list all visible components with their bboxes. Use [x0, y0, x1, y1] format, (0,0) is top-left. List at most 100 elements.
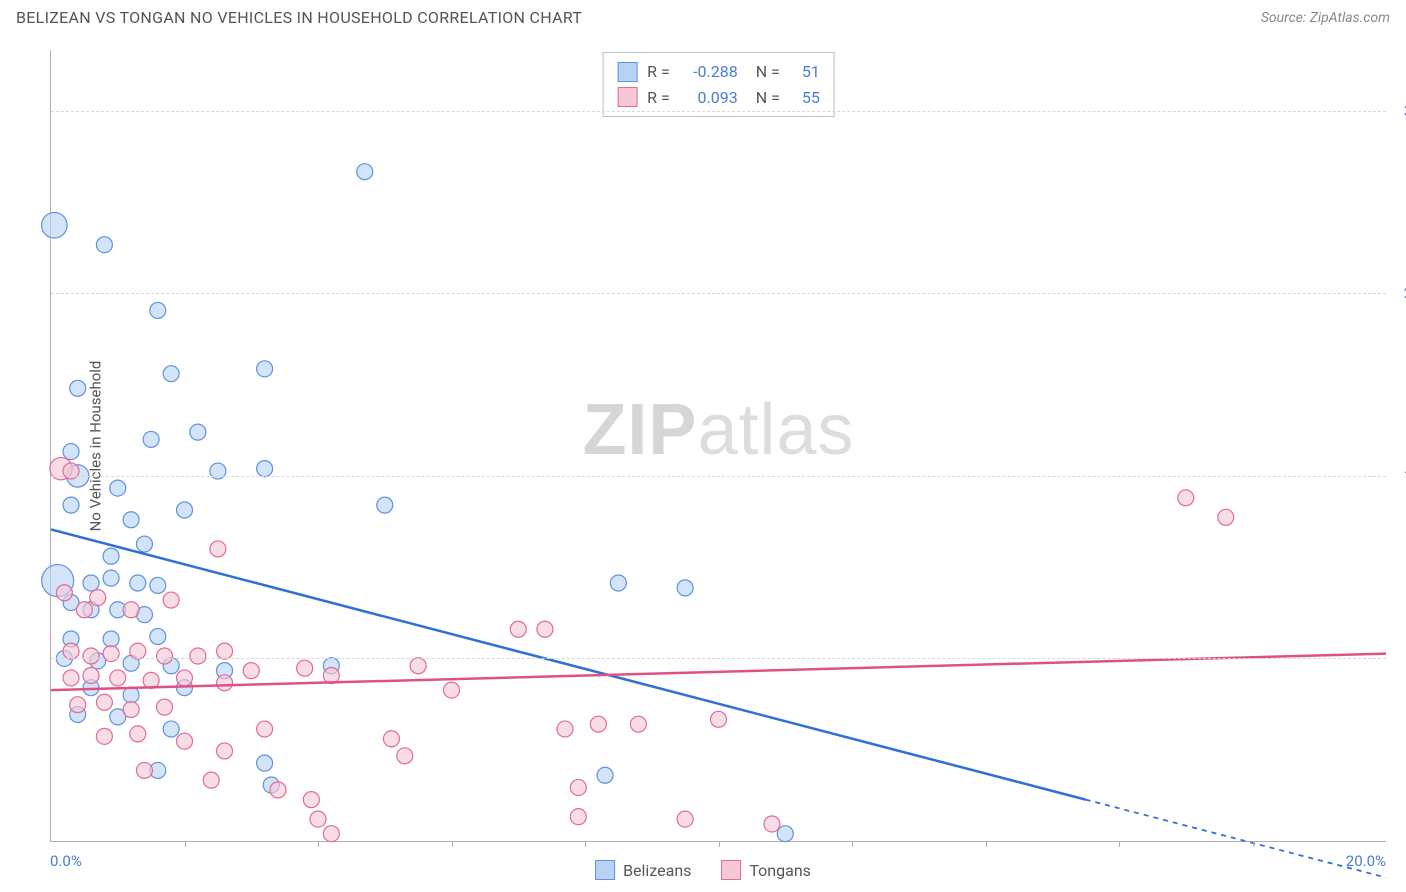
scatter-point	[257, 361, 273, 377]
x-tick	[1253, 841, 1254, 847]
scatter-point	[297, 660, 313, 676]
scatter-point	[103, 631, 119, 647]
scatter-point	[1178, 490, 1194, 506]
scatter-point	[383, 731, 399, 747]
scatter-point	[96, 237, 112, 253]
scatter-point	[203, 772, 219, 788]
scatter-point	[190, 648, 206, 664]
scatter-point	[677, 811, 693, 827]
scatter-point	[136, 762, 152, 778]
scatter-point	[136, 536, 152, 552]
scatter-point	[323, 826, 339, 842]
scatter-point	[257, 461, 273, 477]
scatter-point	[56, 585, 72, 601]
y-tick-label: 22.5%	[1394, 284, 1406, 302]
scatter-point	[163, 721, 179, 737]
scatter-point	[217, 743, 233, 759]
chart-plot-area: ZIPatlas R =-0.288N =51R =0.093N =55 7.5…	[50, 50, 1386, 842]
scatter-point	[63, 444, 79, 460]
scatter-point	[150, 577, 166, 593]
scatter-point	[76, 602, 92, 618]
scatter-point	[764, 816, 780, 832]
scatter-point	[270, 782, 286, 798]
scatter-point	[156, 648, 172, 664]
x-tick	[585, 841, 586, 847]
series-legend-item: Tongans	[721, 860, 811, 880]
x-tick	[986, 841, 987, 847]
scatter-point	[130, 726, 146, 742]
scatter-point	[590, 716, 606, 732]
scatter-point	[150, 629, 166, 645]
source-attribution: Source: ZipAtlas.com	[1261, 10, 1390, 26]
scatter-svg	[51, 50, 1386, 841]
scatter-point	[630, 716, 646, 732]
gridline	[51, 293, 1386, 294]
scatter-point	[510, 621, 526, 637]
scatter-point	[130, 575, 146, 591]
trend-line-extrapolated	[1086, 800, 1386, 878]
scatter-point	[96, 728, 112, 744]
scatter-point	[123, 512, 139, 528]
y-tick-label: 7.5%	[1394, 649, 1406, 667]
scatter-point	[63, 670, 79, 686]
scatter-point	[42, 212, 68, 238]
series-legend-label: Belizeans	[623, 861, 691, 880]
scatter-point	[711, 711, 727, 727]
scatter-point	[177, 733, 193, 749]
scatter-point	[130, 643, 146, 659]
x-tick	[719, 841, 720, 847]
scatter-point	[397, 748, 413, 764]
x-axis-max-label: 20.0%	[1346, 852, 1386, 870]
x-tick	[1119, 841, 1120, 847]
scatter-point	[217, 643, 233, 659]
scatter-point	[777, 826, 793, 842]
scatter-point	[303, 792, 319, 808]
legend-swatch	[595, 860, 615, 880]
scatter-point	[63, 497, 79, 513]
scatter-point	[557, 721, 573, 737]
scatter-point	[63, 643, 79, 659]
scatter-point	[163, 366, 179, 382]
scatter-point	[90, 590, 106, 606]
scatter-point	[110, 670, 126, 686]
scatter-point	[123, 702, 139, 718]
scatter-point	[83, 667, 99, 683]
series-legend-item: Belizeans	[595, 860, 691, 880]
scatter-point	[110, 480, 126, 496]
x-tick	[185, 841, 186, 847]
scatter-point	[163, 592, 179, 608]
chart-title: BELIZEAN VS TONGAN NO VEHICLES IN HOUSEH…	[16, 8, 582, 27]
scatter-point	[570, 779, 586, 795]
scatter-point	[96, 694, 112, 710]
scatter-point	[597, 767, 613, 783]
scatter-point	[156, 699, 172, 715]
scatter-point	[123, 687, 139, 703]
scatter-point	[150, 302, 166, 318]
scatter-point	[610, 575, 626, 591]
scatter-point	[444, 682, 460, 698]
gridline	[51, 658, 1386, 659]
scatter-point	[243, 663, 259, 679]
scatter-point	[310, 811, 326, 827]
scatter-point	[190, 424, 206, 440]
scatter-point	[377, 497, 393, 513]
gridline	[51, 476, 1386, 477]
scatter-point	[570, 809, 586, 825]
scatter-point	[257, 755, 273, 771]
series-legend-label: Tongans	[749, 861, 811, 880]
scatter-point	[83, 575, 99, 591]
scatter-point	[177, 502, 193, 518]
y-tick-label: 15.0%	[1394, 467, 1406, 485]
trend-line	[51, 529, 1086, 799]
x-tick	[452, 841, 453, 847]
gridline	[51, 111, 1386, 112]
scatter-point	[70, 380, 86, 396]
series-legend: Belizeans Tongans	[595, 860, 811, 880]
scatter-point	[1218, 509, 1234, 525]
scatter-point	[257, 721, 273, 737]
scatter-point	[103, 548, 119, 564]
scatter-point	[70, 697, 86, 713]
scatter-point	[677, 580, 693, 596]
scatter-point	[537, 621, 553, 637]
x-tick	[852, 841, 853, 847]
